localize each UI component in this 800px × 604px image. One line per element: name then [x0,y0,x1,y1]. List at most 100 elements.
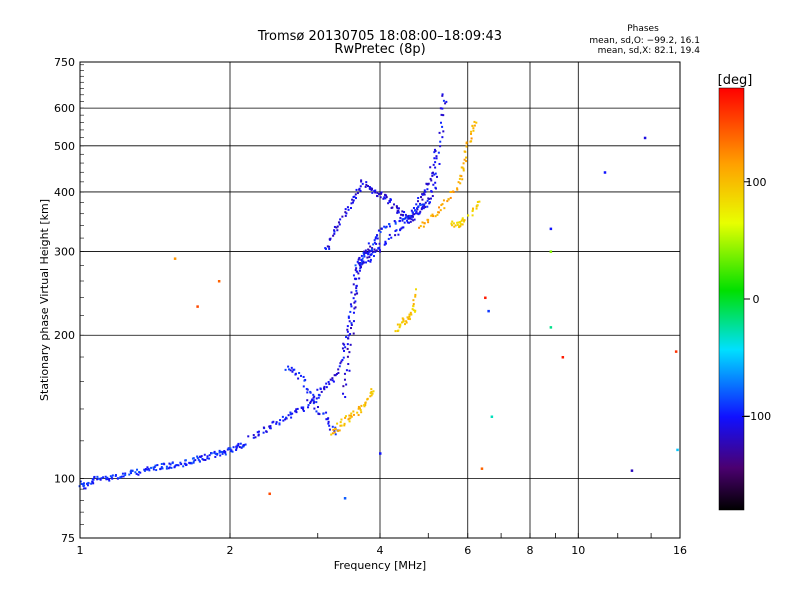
echo-point [402,218,405,221]
echo-point [419,202,422,205]
echo-point [356,411,359,414]
x-axis-ticks: 1 2 4 6 8 10 16 [77,533,687,557]
echo-point [345,369,348,372]
echo-point [410,313,413,316]
echo-point [443,207,446,210]
echo-point [358,277,361,280]
echo-point [462,169,465,172]
echo-point [456,223,459,226]
echo-point [139,471,142,474]
echo-point [350,291,353,294]
echo-point [393,203,396,206]
echo-point [355,267,358,270]
echo-point [130,472,133,475]
isolated-echo-point [343,497,347,500]
echo-point [380,191,383,194]
echo-point [185,463,188,466]
echo-point [235,449,238,452]
isolated-echo-point [674,350,678,353]
echo-point [338,365,341,368]
echo-point [353,277,356,280]
echo-point [288,368,291,371]
echo-point [337,429,340,432]
echo-point [278,422,281,425]
echo-point [247,435,250,438]
echo-point [439,145,442,148]
echo-point [431,174,434,177]
echo-point [355,287,358,290]
echo-point [360,266,363,269]
echo-point [447,198,450,201]
echo-point [429,166,432,169]
echo-point [407,216,410,219]
echo-point [92,482,95,485]
echo-point [327,380,330,383]
echo-point [471,208,474,211]
echo-point [322,412,325,415]
echo-point [262,426,265,429]
echo-point [300,407,303,410]
echo-point [203,453,206,456]
echo-point [206,455,209,458]
echo-point [97,477,100,480]
echo-point [124,473,127,476]
echo-point [241,445,244,448]
echo-point [470,137,473,140]
echo-point [341,347,344,350]
echo-point [184,459,187,462]
stats-title: Phases [627,24,659,34]
echo-point [428,197,431,200]
colorbar: [deg] 100 0 −100 [718,73,771,511]
echo-point [242,444,245,447]
echo-point [355,292,358,295]
echo-point [431,213,434,216]
echo-point [376,237,379,240]
echo-point [120,475,123,478]
echo-point [408,318,411,321]
echo-point [239,442,242,445]
echo-point [138,471,141,474]
echo-point [320,390,323,393]
echo-point [476,204,479,207]
echo-point [393,220,396,223]
echo-point [350,305,353,308]
echo-point [462,162,465,165]
echo-point [262,431,265,434]
echo-point [410,209,413,212]
echo-point [402,318,405,321]
echo-point [410,218,413,221]
echo-point [327,420,330,423]
echo-point [435,155,438,158]
colorbar-ticks: 100 0 −100 [741,176,771,423]
echo-point [284,368,287,371]
echo-point [344,396,347,399]
echo-point [352,311,355,314]
echo-point [265,430,268,433]
echo-point [333,374,336,377]
echo-point [472,207,475,210]
echo-point [435,157,438,160]
colorbar-label: [deg] [718,73,753,88]
echo-point [346,206,349,209]
echo-point [231,450,234,453]
echo-point [414,212,417,215]
echo-point [131,469,134,472]
echo-point [236,444,239,447]
echo-point [302,385,305,388]
echo-point [427,182,430,185]
echo-point [335,373,338,376]
echo-point [357,262,360,265]
echo-point [119,476,122,479]
echo-point [421,193,424,196]
echo-point [434,161,437,164]
echo-point [326,245,329,248]
echo-point [340,424,343,427]
echo-point [395,229,398,232]
echo-point [202,458,205,461]
echo-point [434,166,437,169]
echo-point [430,190,433,193]
echo-point [344,415,347,418]
echo-point [348,320,351,323]
echo-point [356,192,359,195]
echo-point [318,394,321,397]
